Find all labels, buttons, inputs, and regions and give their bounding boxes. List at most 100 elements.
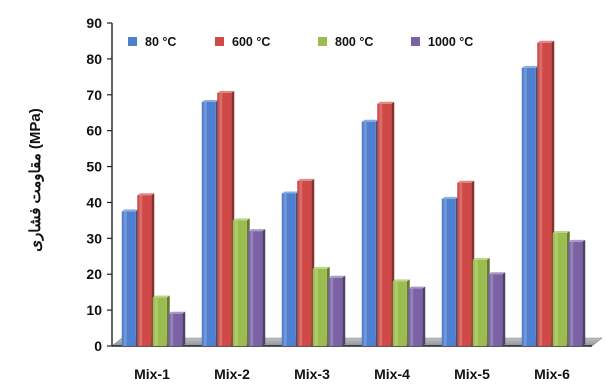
bar [568, 239, 586, 346]
bar-highlight [219, 92, 223, 346]
bar [297, 178, 315, 346]
bar-top [392, 279, 410, 282]
y-tick-label: 0 [94, 338, 102, 354]
y-tick-label: 90 [86, 15, 102, 31]
bar-highlight [139, 195, 143, 346]
bar-highlight [170, 313, 174, 346]
x-tick-label: Mix-2 [214, 366, 250, 382]
y-tick-label: 40 [86, 194, 102, 210]
bar [312, 266, 330, 346]
legend-swatch [411, 37, 420, 46]
bar [441, 196, 459, 346]
bar-side [582, 239, 586, 346]
bar-top [248, 229, 266, 232]
x-tick-label: Mix-4 [374, 366, 410, 382]
bars [121, 40, 586, 346]
bar [472, 257, 490, 346]
bar [121, 209, 139, 346]
x-tick-label: Mix-6 [534, 366, 570, 382]
y-tick-label: 60 [86, 123, 102, 139]
legend-label: 600 °C [232, 35, 270, 49]
bar [377, 101, 395, 346]
x-axis-ticks: Mix-1 Mix-2 Mix-3 Mix-4 Mix-5 Mix-6 [134, 366, 570, 382]
bar-top [521, 65, 539, 68]
legend: 80 °C 600 °C 800 °C 1000 °C [128, 35, 473, 49]
x-tick-label: Mix-3 [294, 366, 330, 382]
bar [137, 193, 155, 346]
bar-top [568, 239, 586, 242]
bar-top [552, 230, 570, 233]
y-axis-title: مقاومت فشاری (MPa) [27, 108, 44, 251]
legend-label: 80 °C [145, 35, 176, 49]
legend-item: 600 °C [215, 35, 270, 49]
y-axis-title-group: مقاومت فشاری (MPa) [27, 108, 44, 251]
bar [281, 191, 299, 346]
y-tick-label: 20 [86, 266, 102, 282]
y-tick-label: 70 [86, 87, 102, 103]
y-tick-label: 80 [86, 51, 102, 67]
bar-top [472, 257, 490, 260]
bar [408, 286, 426, 346]
bar [457, 180, 475, 346]
legend-swatch [128, 37, 137, 46]
bar-top [408, 286, 426, 289]
legend-item: 800 °C [318, 35, 373, 49]
bar-top [232, 218, 250, 221]
bar-top [297, 178, 315, 181]
bar [392, 279, 410, 346]
bar [552, 230, 570, 346]
bar [537, 40, 555, 346]
bar-top [537, 40, 555, 43]
bar-highlight [443, 198, 447, 346]
bar-highlight [154, 297, 158, 346]
bar [232, 218, 250, 346]
bar-highlight [410, 288, 414, 346]
bar-top [152, 295, 170, 298]
bar-highlight [299, 180, 303, 346]
bar-side [262, 229, 266, 346]
bar-highlight [554, 232, 558, 346]
bar [201, 99, 219, 346]
bar [328, 275, 346, 346]
bar [361, 119, 379, 346]
bar [168, 311, 186, 346]
bar [217, 90, 235, 346]
y-axis-ticks: 0 10 20 30 40 50 60 70 80 90 [86, 15, 112, 354]
bar-top [281, 191, 299, 194]
y-tick-label: 10 [86, 302, 102, 318]
bar-highlight [474, 259, 478, 346]
bar-highlight [250, 231, 254, 346]
legend-label: 1000 °C [428, 35, 473, 49]
bar-top [217, 90, 235, 93]
bar-top [312, 266, 330, 269]
bar-highlight [379, 103, 383, 346]
bar-highlight [490, 274, 494, 346]
bar-top [137, 193, 155, 196]
bar-highlight [570, 241, 574, 346]
bar-top [168, 311, 186, 314]
bar-highlight [123, 211, 127, 346]
legend-item: 80 °C [128, 35, 176, 49]
legend-item: 1000 °C [411, 35, 473, 49]
x-tick-label: Mix-5 [454, 366, 490, 382]
bar-side [502, 272, 506, 346]
bar-top [441, 196, 459, 199]
bar-highlight [314, 268, 318, 346]
bar-highlight [394, 281, 398, 346]
bar-highlight [363, 121, 367, 346]
bar [152, 295, 170, 346]
bar-highlight [203, 101, 207, 346]
bar-highlight [539, 42, 543, 346]
bar-highlight [234, 220, 238, 346]
bar [488, 272, 506, 346]
bar-side [422, 286, 426, 346]
bar-top [361, 119, 379, 122]
bar-highlight [330, 277, 334, 346]
bar-top [121, 209, 139, 212]
bar-side [342, 275, 346, 346]
bar-side [182, 311, 186, 346]
y-tick-label: 50 [86, 159, 102, 175]
bar [521, 65, 539, 346]
bar-top [488, 272, 506, 275]
